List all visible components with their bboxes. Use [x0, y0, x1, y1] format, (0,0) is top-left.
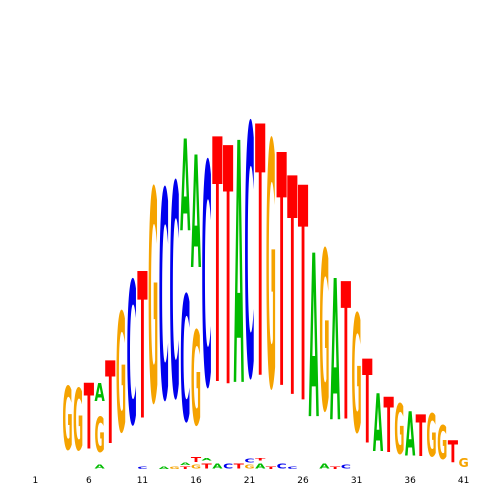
logo-letter-A-pos-7: A — [94, 464, 104, 470]
logo-letter-G-pos-16: G — [191, 305, 201, 456]
logo-letter-A-pos-16: A — [191, 123, 201, 303]
logo-letter-G-pos-28: G — [319, 206, 329, 462]
logo-letter-C-pos-21: C — [244, 55, 254, 456]
logo-letter-G-pos-5: G — [73, 373, 83, 471]
logo-letter-C-pos-30: C — [341, 464, 352, 471]
logo-letter-G-pos-39: G — [437, 416, 447, 471]
logo-letter-A-pos-17: A — [202, 458, 213, 462]
logo-letter-T-pos-34: T — [384, 383, 394, 470]
logo-letter-G-pos-4: G — [62, 370, 72, 471]
logo-letter-G-pos-9: G — [116, 280, 126, 470]
logo-letter-C-pos-14: C — [169, 124, 179, 464]
x-tick-label-31: 31 — [351, 476, 362, 486]
x-tick-label-26: 26 — [297, 476, 309, 486]
logo-letter-T-pos-11: T — [137, 231, 147, 465]
logo-letter-T-pos-37: T — [416, 403, 426, 470]
logo-letter-C-pos-21: C — [244, 457, 255, 464]
logo-letter-G-pos-38: G — [426, 402, 436, 471]
logo-letter-T-pos-19: T — [223, 79, 233, 460]
logo-letter-T-pos-8: T — [105, 339, 115, 471]
logo-letter-A-pos-7: A — [94, 377, 105, 407]
logo-letter-C-pos-10: C — [127, 241, 137, 470]
logo-letters: G G T AGA T G C CT G ACGCTACAGTGATACATCTTAGCCATTT… — [62, 55, 468, 471]
logo-letter-T-pos-24: T — [276, 90, 286, 462]
logo-letter-C-pos-19: C — [223, 462, 233, 470]
logo-letter-A-pos-18: A — [212, 462, 223, 471]
logo-letter-A-pos-36: A — [405, 400, 415, 470]
logo-letter-A-pos-20: A — [234, 75, 244, 461]
logo-letter-T-pos-26: T — [298, 128, 308, 470]
logo-letter-G-pos-23: G — [266, 76, 276, 466]
x-tick-label-36: 36 — [404, 476, 416, 486]
logo-letter-A-pos-22: A — [255, 462, 266, 471]
x-tick-label-16: 16 — [190, 476, 202, 486]
logo-letter-A-pos-15: A — [180, 115, 190, 261]
logo-letter-T-pos-40: T — [448, 435, 459, 471]
logo-letter-G-pos-35: G — [394, 390, 404, 471]
logo-letter-T-pos-6: T — [84, 366, 94, 471]
logo-letter-T-pos-20: T — [234, 462, 244, 471]
logo-letter-C-pos-13: C — [159, 132, 169, 465]
logo-letter-C-pos-15: C — [180, 261, 190, 461]
x-axis: 1 6 11 16 21 26 31 36 41 — [32, 476, 469, 486]
x-tick-label-21: 21 — [244, 476, 255, 486]
logo-letter-A-pos-27: A — [309, 209, 319, 470]
x-tick-label-41: 41 — [458, 476, 469, 486]
x-tick-label-11: 11 — [137, 476, 148, 486]
logo-letter-C-pos-24: C — [276, 462, 286, 470]
logo-letter-C-pos-25: C — [287, 466, 297, 470]
logo-letter-T-pos-15: T — [180, 466, 191, 470]
logo-letter-G-pos-14: G — [169, 466, 179, 470]
logo-letter-G-pos-41: G — [459, 455, 469, 470]
logo-letter-A-pos-29: A — [330, 240, 340, 466]
logo-letter-T-pos-22: T — [255, 55, 265, 456]
logo-letter-T-pos-23: T — [266, 466, 277, 470]
logo-letter-G-pos-12: G — [148, 130, 158, 469]
logo-letter-G-pos-21: G — [244, 464, 254, 470]
logo-letter-G-pos-16: G — [191, 464, 201, 470]
logo-letter-T-pos-29: T — [330, 466, 341, 470]
logo-letter-T-pos-17: T — [202, 462, 212, 471]
x-tick-label-1: 1 — [32, 476, 38, 486]
x-tick-label-6: 6 — [86, 476, 92, 486]
logo-letter-G-pos-7: G — [94, 408, 104, 464]
logo-letter-G-pos-31: G — [351, 283, 361, 471]
logo-letter-T-pos-32: T — [362, 337, 372, 470]
logo-letter-T-pos-18: T — [212, 70, 222, 461]
logo-letter-C-pos-11: C — [137, 466, 147, 470]
logo-letter-T-pos-25: T — [287, 117, 297, 466]
logo-letter-A-pos-28: A — [319, 462, 330, 471]
logo-letter-T-pos-30: T — [341, 244, 351, 464]
logo-letter-T-pos-22: T — [255, 457, 266, 461]
logo-letter-T-pos-16: T — [191, 455, 201, 464]
logo-letter-C-pos-17: C — [202, 102, 212, 457]
logo-letter-A-pos-13: A — [159, 466, 170, 470]
logo-letter-A-pos-33: A — [373, 379, 383, 471]
logo-letter-A-pos-15: A — [180, 462, 191, 466]
